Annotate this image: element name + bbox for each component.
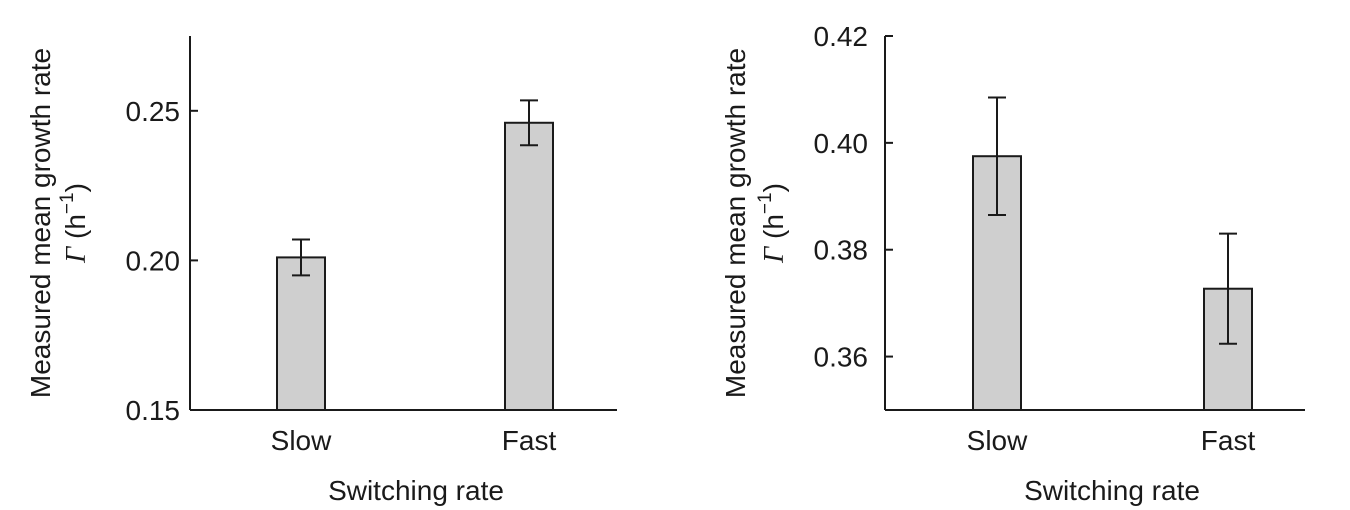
left-bar-chart: 0.15 0.20 0.25 Slow Fast Switching rate Measur… bbox=[25, 36, 617, 506]
x-category-label: Fast bbox=[1201, 425, 1256, 456]
bar-fast bbox=[504, 121, 554, 411]
unit-exponent: −1 bbox=[755, 192, 776, 214]
y-tick-label: 0.20 bbox=[126, 245, 181, 276]
y-axis-title: Measured mean growth rate bbox=[720, 48, 751, 398]
x-category-label: Slow bbox=[271, 425, 332, 456]
x-category-label: Fast bbox=[502, 425, 557, 456]
unit-close: ) bbox=[758, 183, 789, 192]
y-tick-label: 0.40 bbox=[814, 128, 869, 159]
unit-text: (h bbox=[758, 214, 789, 239]
y-axis-title: Measured mean growth rate bbox=[25, 48, 56, 398]
y-tick-label: 0.25 bbox=[126, 96, 181, 127]
x-axis-title: Switching rate bbox=[328, 475, 504, 506]
gamma-symbol: Γ bbox=[61, 246, 92, 264]
y-axis-unit: Γ (h−1) bbox=[755, 183, 790, 264]
bar-slow bbox=[276, 256, 326, 411]
unit-close: ) bbox=[60, 183, 91, 192]
y-tick-label: 0.38 bbox=[814, 235, 869, 266]
x-axis-title: Switching rate bbox=[1024, 475, 1200, 506]
y-tick-label: 0.42 bbox=[814, 21, 869, 52]
gamma-symbol: Γ bbox=[759, 246, 790, 264]
unit-exponent: −1 bbox=[57, 192, 78, 214]
y-tick-label: 0.36 bbox=[814, 342, 869, 373]
x-category-label: Slow bbox=[967, 425, 1028, 456]
unit-text: (h bbox=[60, 214, 91, 239]
y-tick-label: 0.15 bbox=[126, 395, 181, 426]
y-axis-unit: Γ (h−1) bbox=[57, 183, 92, 264]
